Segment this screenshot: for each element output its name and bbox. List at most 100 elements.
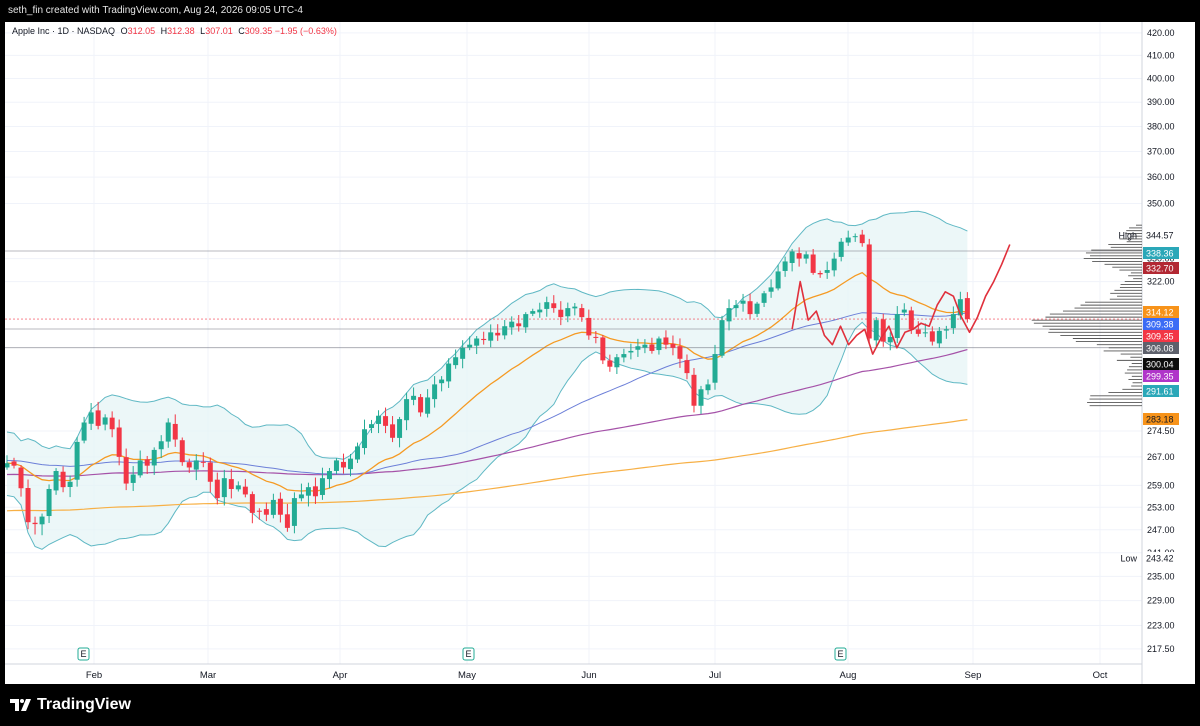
candle[interactable] [859, 229, 865, 247]
candle[interactable] [901, 303, 907, 317]
candle[interactable] [789, 248, 795, 272]
candle[interactable] [439, 376, 445, 392]
candle[interactable] [551, 295, 557, 313]
candle[interactable] [53, 468, 59, 495]
candle[interactable] [600, 334, 606, 365]
candle[interactable] [740, 293, 746, 312]
candle[interactable] [733, 300, 739, 317]
candle[interactable] [964, 292, 970, 323]
candle[interactable] [186, 458, 192, 473]
candle[interactable] [502, 320, 508, 340]
price-tag[interactable]: 314.12 [1143, 306, 1179, 318]
candle[interactable] [663, 330, 669, 350]
price-tag[interactable]: 338.36 [1143, 247, 1179, 259]
candle[interactable] [270, 493, 276, 519]
candle[interactable] [172, 414, 178, 447]
candle[interactable] [803, 251, 809, 264]
candle[interactable] [775, 264, 781, 291]
candle[interactable] [754, 301, 760, 318]
candle[interactable] [425, 389, 431, 418]
candle[interactable] [460, 340, 466, 369]
candle[interactable] [32, 516, 38, 535]
candle[interactable] [109, 411, 115, 438]
candle[interactable] [362, 419, 368, 455]
candle[interactable] [719, 315, 725, 358]
candle[interactable] [761, 290, 767, 307]
price-tag[interactable]: 309.38 [1143, 318, 1179, 330]
candle[interactable] [698, 385, 704, 414]
candle[interactable] [481, 331, 487, 345]
candle[interactable] [607, 354, 613, 372]
candle[interactable] [242, 478, 248, 498]
candle[interactable] [179, 437, 185, 466]
candle[interactable] [509, 316, 515, 335]
candle[interactable] [312, 477, 318, 504]
candle[interactable] [340, 453, 346, 474]
candle[interactable] [474, 336, 480, 355]
candle[interactable] [656, 336, 662, 355]
chart-panel[interactable]: Feb Mar Apr May Jun Jul Aug Sep Oct 420.00 410.00 4… [5, 22, 1195, 684]
candle[interactable] [782, 256, 788, 277]
candle[interactable] [677, 338, 683, 368]
candle[interactable] [824, 261, 830, 279]
candle[interactable] [355, 442, 360, 464]
candle[interactable] [347, 453, 353, 477]
candle[interactable] [838, 238, 844, 262]
candle[interactable] [894, 306, 900, 344]
price-tag[interactable]: 309.35 [1143, 330, 1179, 342]
candle[interactable] [558, 301, 564, 326]
candle[interactable] [537, 302, 543, 318]
candle[interactable] [866, 238, 872, 345]
candle[interactable] [207, 457, 213, 493]
candle[interactable] [642, 339, 648, 354]
candle[interactable] [88, 402, 94, 431]
candle[interactable] [621, 348, 627, 363]
candle[interactable] [768, 279, 774, 298]
candle[interactable] [705, 379, 711, 395]
price-tag[interactable]: 332.70 [1143, 262, 1179, 274]
candle[interactable] [593, 331, 599, 344]
candle[interactable] [298, 483, 304, 502]
candle[interactable] [326, 467, 332, 489]
price-tag[interactable]: 283.18 [1143, 413, 1179, 425]
candle[interactable] [586, 309, 592, 340]
candle[interactable] [488, 324, 494, 348]
candle[interactable] [810, 249, 816, 275]
candle[interactable] [123, 448, 129, 491]
candle[interactable] [165, 418, 171, 448]
candle[interactable] [333, 458, 339, 475]
candle[interactable] [831, 252, 837, 277]
candle[interactable] [887, 332, 893, 351]
candle[interactable] [880, 313, 886, 347]
candle[interactable] [95, 401, 101, 430]
candle[interactable] [11, 457, 17, 469]
candle[interactable] [950, 306, 956, 334]
candle[interactable] [397, 416, 403, 448]
candle[interactable] [614, 353, 620, 374]
price-tag[interactable]: High 344.57 [1118, 229, 1179, 241]
candle[interactable] [193, 454, 199, 481]
candle[interactable] [39, 513, 45, 536]
candle[interactable] [284, 503, 290, 532]
candle[interactable] [137, 450, 143, 478]
candle[interactable] [747, 293, 753, 319]
candle[interactable] [943, 325, 949, 339]
candle[interactable] [249, 491, 255, 524]
candle[interactable] [649, 337, 655, 354]
price-tag[interactable]: 299.35 [1143, 370, 1179, 382]
candle[interactable] [60, 466, 66, 493]
candle[interactable] [383, 407, 389, 434]
candle[interactable] [873, 317, 879, 346]
candle[interactable] [376, 410, 382, 434]
candle[interactable] [102, 414, 108, 431]
candle[interactable] [929, 326, 935, 346]
candle[interactable] [579, 303, 585, 322]
candle[interactable] [46, 484, 52, 523]
candle[interactable] [228, 468, 234, 499]
candle[interactable] [221, 469, 227, 506]
candle[interactable] [915, 321, 921, 337]
candle[interactable] [796, 247, 802, 267]
candle[interactable] [18, 465, 24, 497]
candle[interactable] [158, 435, 164, 459]
candle[interactable] [565, 302, 571, 323]
